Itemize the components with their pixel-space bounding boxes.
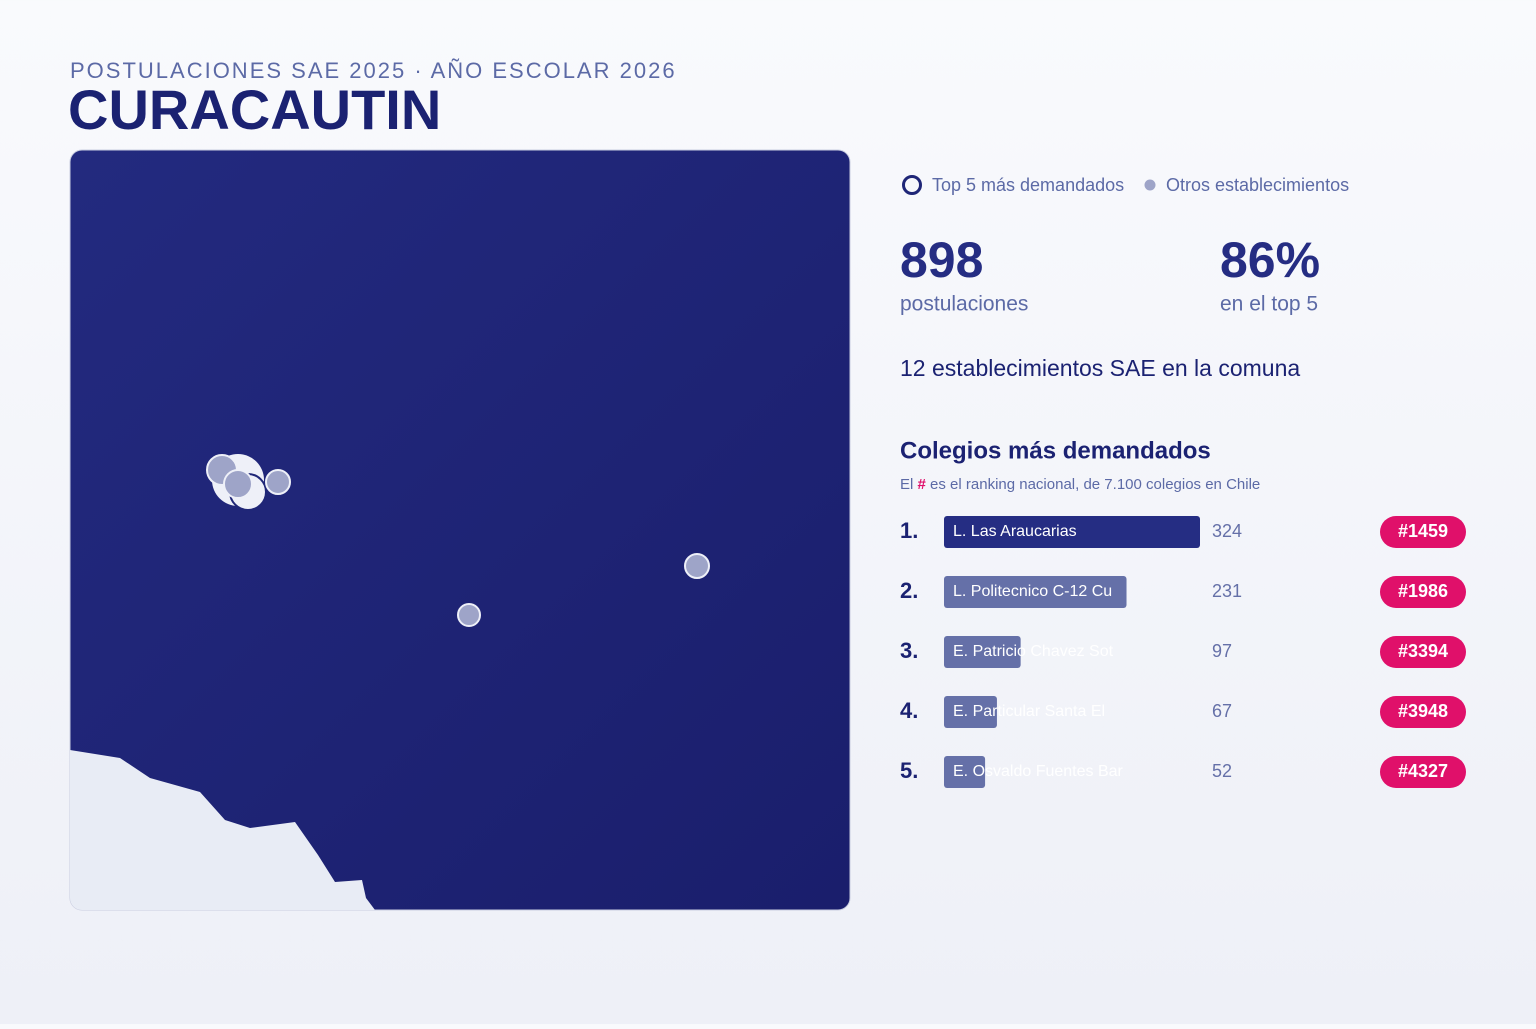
bar-label: L. Las Araucarias xyxy=(953,523,1077,540)
bar-label: E. Patricio Chavez Sot xyxy=(953,643,1114,660)
land xyxy=(70,750,375,910)
rank-badge xyxy=(1380,636,1466,668)
rank: #1986 xyxy=(1398,581,1448,601)
position: 3. xyxy=(900,638,918,663)
ranking-note: El # es el ranking nacional, de 7.100 co… xyxy=(900,476,1260,493)
school-marker xyxy=(265,469,291,495)
map xyxy=(69,149,851,911)
value: 324 xyxy=(1212,521,1242,541)
position: 4. xyxy=(900,698,918,723)
bar xyxy=(944,576,1127,608)
legend-top: Top 5 más demandados xyxy=(932,175,1124,195)
ranking-list: 1. L. Las Araucarias 324 #1459 2. L. Politecn… xyxy=(900,516,1466,788)
ranking-title: Colegios más demandados xyxy=(900,437,1211,464)
stat-label: en el top 5 xyxy=(1220,293,1318,316)
rank: #4327 xyxy=(1398,761,1448,781)
map-background xyxy=(69,149,851,911)
bar xyxy=(944,696,997,728)
rank-badge xyxy=(1380,516,1466,548)
bar xyxy=(944,636,1021,668)
rank-badge xyxy=(1380,756,1466,788)
stat-value: 86% xyxy=(1220,232,1320,288)
position: 1. xyxy=(900,518,918,543)
rank: #1459 xyxy=(1398,521,1448,541)
bar-label: L. Politecnico C-12 Cu xyxy=(953,583,1112,600)
top-school-marker xyxy=(223,469,253,499)
rank-badge xyxy=(1380,576,1466,608)
school-marker xyxy=(457,603,481,627)
bar-label: E. Osvaldo Fuentes Bar xyxy=(953,763,1124,780)
legend-top-icon xyxy=(902,175,922,195)
position: 5. xyxy=(900,758,918,783)
legend-others: Otros establecimientos xyxy=(1166,175,1349,195)
rank: #3948 xyxy=(1398,701,1448,721)
rank-badge xyxy=(1380,696,1466,728)
school-marker xyxy=(684,553,710,579)
stat-label: postulaciones xyxy=(900,293,1028,316)
schools-count: 12 establecimientos SAE en la comuna xyxy=(900,355,1300,381)
note-hash: # xyxy=(918,476,927,493)
position: 2. xyxy=(900,578,918,603)
bar-label: E. Particular Santa El xyxy=(953,703,1105,720)
rank: #3394 xyxy=(1398,641,1448,661)
title: CURACAUTIN xyxy=(68,78,441,141)
value: 231 xyxy=(1212,581,1242,601)
subtitle: POSTULACIONES SAE 2025 · AÑO ESCOLAR 202… xyxy=(70,58,677,83)
note-text: El xyxy=(900,476,913,493)
value: 67 xyxy=(1212,701,1232,721)
stat-value: 898 xyxy=(900,232,983,288)
value: 97 xyxy=(1212,641,1232,661)
bar xyxy=(944,516,1200,548)
value: 52 xyxy=(1212,761,1232,781)
bar xyxy=(944,756,986,788)
legend-others-icon xyxy=(1144,179,1156,191)
note-text: es el ranking nacional, de 7.100 colegio… xyxy=(930,476,1260,493)
